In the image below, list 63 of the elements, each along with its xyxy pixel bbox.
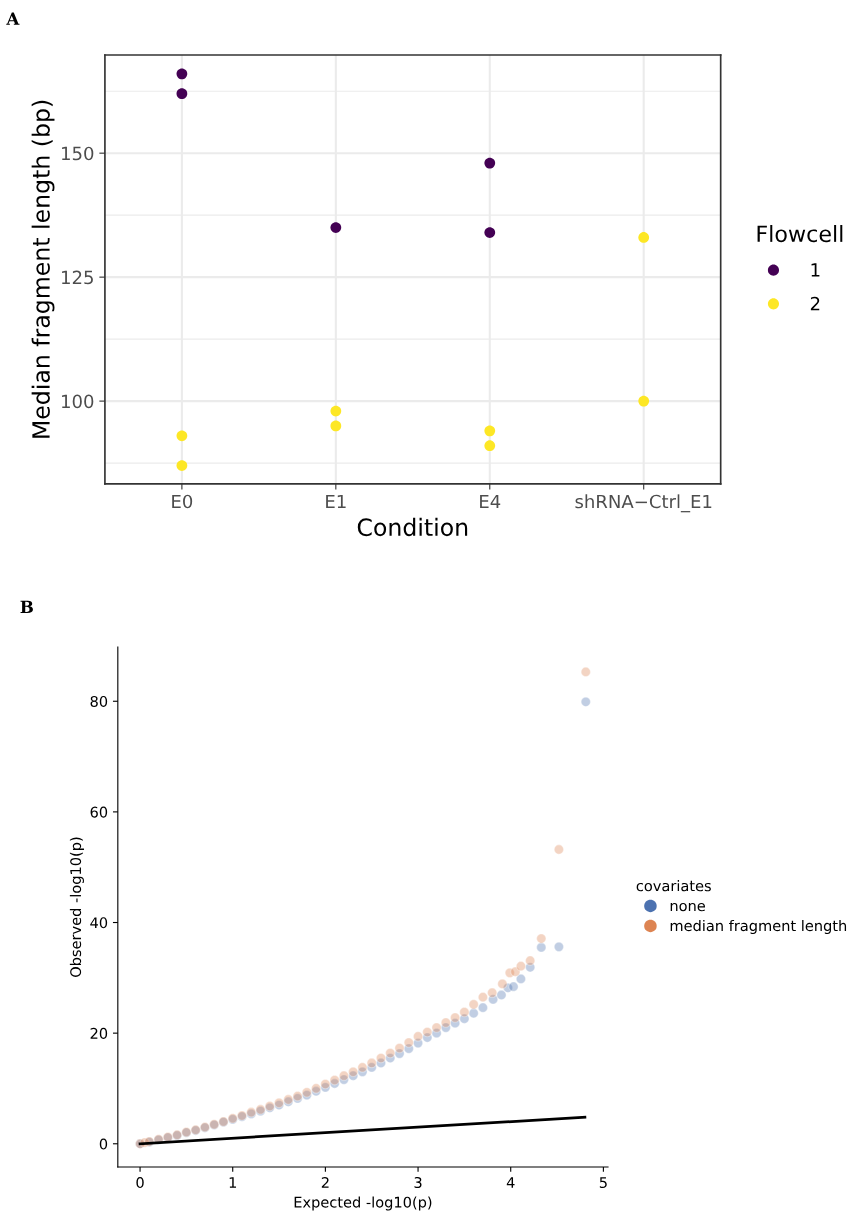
point xyxy=(422,1026,433,1038)
legend-label: 2 xyxy=(810,296,820,311)
point xyxy=(366,1057,377,1069)
point xyxy=(508,981,519,992)
point xyxy=(357,1062,368,1073)
point xyxy=(375,1052,387,1064)
point xyxy=(329,1074,340,1086)
x-axis-title: Condition xyxy=(357,517,468,537)
legend-title: covariates xyxy=(636,880,711,892)
y-tick-label: 40 xyxy=(90,917,108,929)
y-tick-label: 100 xyxy=(62,394,94,409)
point xyxy=(347,1066,359,1078)
point xyxy=(403,1037,415,1048)
point xyxy=(536,942,547,953)
legend-title: Flowcell xyxy=(757,224,843,243)
point xyxy=(449,1012,461,1023)
point xyxy=(536,933,547,944)
x-tick-label: 1 xyxy=(229,1177,237,1188)
point xyxy=(338,1070,350,1081)
point xyxy=(477,1002,489,1013)
y-tick-label: 80 xyxy=(90,695,108,708)
point xyxy=(580,696,591,708)
x-tick-label: E1 xyxy=(326,494,346,509)
x-axis-title: Expected -log10(p) xyxy=(294,1196,432,1211)
x-tick-label: E0 xyxy=(172,494,193,509)
point xyxy=(468,1008,479,1019)
x-tick-label: 2 xyxy=(321,1176,329,1188)
y-axis-title: Observed -log10(p) xyxy=(69,837,84,977)
x-tick-label: 3 xyxy=(414,1176,422,1189)
y-tick-label: 20 xyxy=(90,1027,108,1039)
point xyxy=(497,978,508,990)
x-tick-label: shRNA−Ctrl_E1 xyxy=(575,494,712,513)
chart-title: A xyxy=(6,12,20,25)
point xyxy=(412,1031,424,1042)
y-tick-label: 125 xyxy=(62,270,93,285)
point xyxy=(477,991,489,1003)
point xyxy=(553,844,565,855)
point xyxy=(459,1006,470,1018)
point xyxy=(431,1022,442,1033)
point xyxy=(553,941,565,953)
x-tick-label: 4 xyxy=(506,1177,515,1188)
point xyxy=(580,666,591,678)
point xyxy=(385,1047,396,1059)
chart-title: B xyxy=(20,600,33,613)
legend-label: 1 xyxy=(811,263,820,277)
point xyxy=(394,1042,405,1054)
x-tick-label: 0 xyxy=(136,1176,144,1189)
y-tick-label: 150 xyxy=(62,146,94,161)
point xyxy=(524,955,536,966)
point xyxy=(440,1017,452,1028)
point xyxy=(515,973,527,985)
point xyxy=(496,989,507,1001)
legend-label: none xyxy=(670,902,705,912)
x-tick-label: E4 xyxy=(480,494,501,509)
y-tick-label: 60 xyxy=(90,806,108,818)
legend-label: median fragment length xyxy=(670,919,847,935)
point xyxy=(486,987,498,998)
x-tick-label: 5 xyxy=(599,1177,607,1189)
point xyxy=(320,1078,331,1090)
point xyxy=(515,961,527,972)
y-axis-title: Median fragment length (bp) xyxy=(31,100,55,438)
point xyxy=(468,999,479,1010)
y-tick-label: 0 xyxy=(99,1138,108,1150)
